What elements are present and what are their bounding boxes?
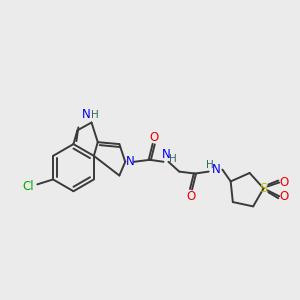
Text: Cl: Cl (23, 180, 34, 193)
Text: H: H (91, 110, 98, 120)
Text: H: H (206, 160, 214, 170)
Text: O: O (186, 190, 196, 202)
Text: S: S (260, 182, 268, 195)
Text: O: O (280, 190, 289, 203)
Text: O: O (280, 176, 289, 189)
Text: N: N (82, 108, 91, 121)
Text: N: N (162, 148, 171, 161)
Text: O: O (149, 131, 158, 144)
Text: N: N (126, 155, 134, 168)
Text: H: H (169, 154, 177, 164)
Text: N: N (212, 163, 221, 176)
